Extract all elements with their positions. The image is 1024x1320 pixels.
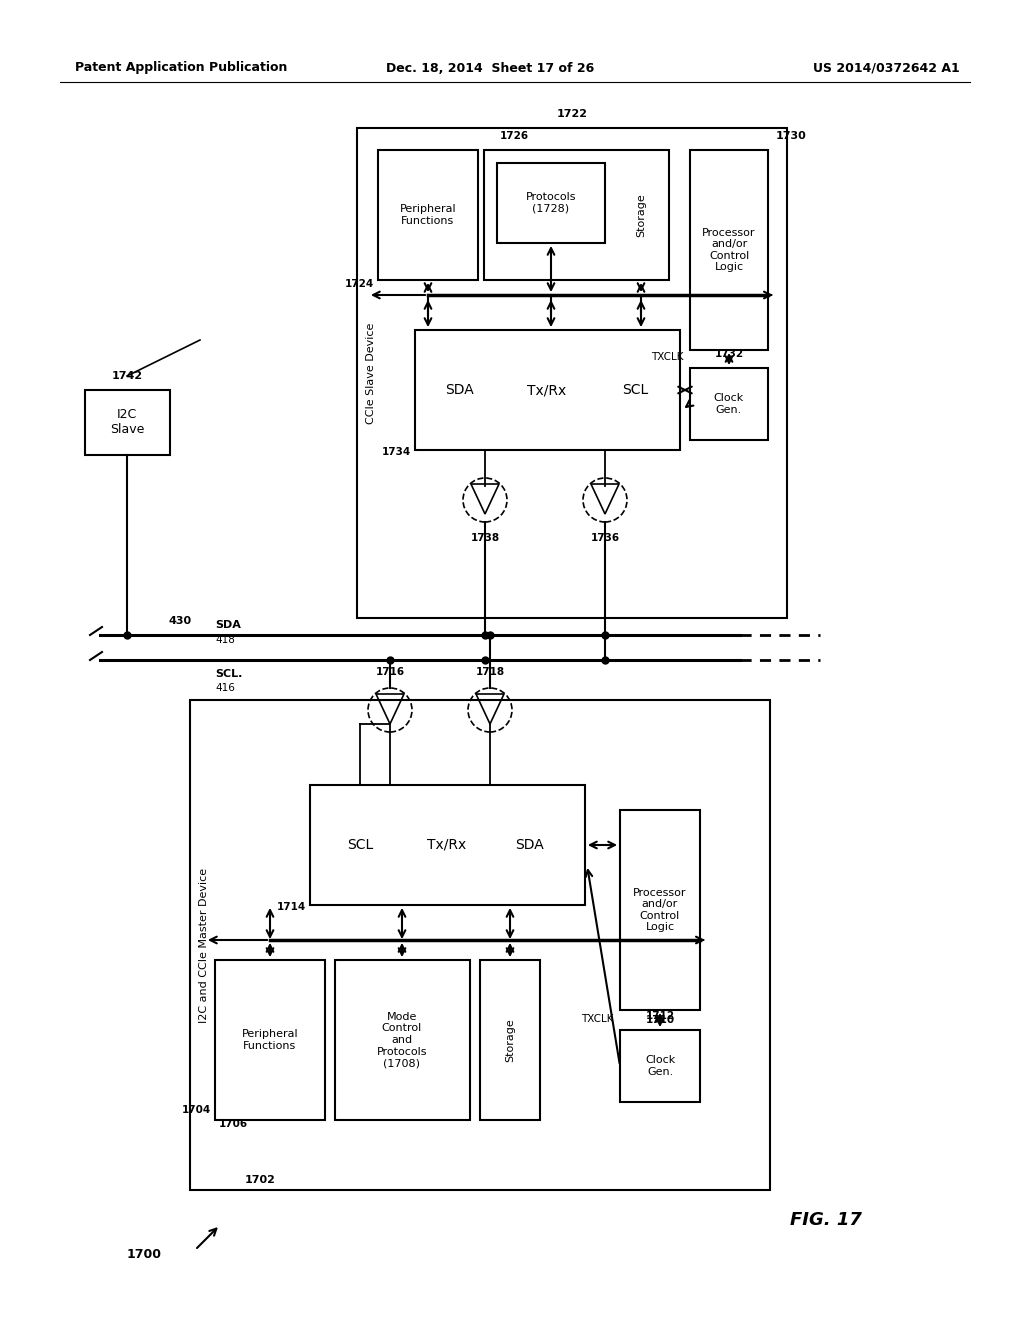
Text: 1742: 1742 <box>112 371 142 381</box>
Bar <box>690 150 768 350</box>
Text: SCL.: SCL. <box>215 669 243 678</box>
Text: 1732: 1732 <box>715 348 743 359</box>
Text: Peripheral
Functions: Peripheral Functions <box>242 1030 298 1051</box>
Text: Peripheral
Functions: Peripheral Functions <box>399 205 457 226</box>
Text: 1710: 1710 <box>645 1015 675 1026</box>
Text: 1712: 1712 <box>645 1011 675 1020</box>
Text: US 2014/0372642 A1: US 2014/0372642 A1 <box>813 62 961 74</box>
Text: Protocols
(1728): Protocols (1728) <box>525 193 577 214</box>
Text: 1722: 1722 <box>556 110 588 119</box>
Text: 1724: 1724 <box>345 279 374 289</box>
Text: 1714: 1714 <box>276 902 306 912</box>
Text: SDA: SDA <box>215 620 241 630</box>
Text: Storage: Storage <box>505 1018 515 1061</box>
Text: SDA: SDA <box>445 383 474 397</box>
Text: TXCLK: TXCLK <box>651 352 684 362</box>
Bar <box>335 960 470 1119</box>
Text: 1704: 1704 <box>181 1105 211 1115</box>
Text: SCL: SCL <box>622 383 648 397</box>
Text: SDA: SDA <box>516 838 545 851</box>
Text: I2C and CCIe Master Device: I2C and CCIe Master Device <box>199 867 209 1023</box>
Text: 416: 416 <box>215 682 234 693</box>
Bar <box>85 389 170 455</box>
Text: 1736: 1736 <box>591 533 620 543</box>
Text: 430: 430 <box>168 616 191 626</box>
Text: Dec. 18, 2014  Sheet 17 of 26: Dec. 18, 2014 Sheet 17 of 26 <box>386 62 594 74</box>
Text: TXCLK: TXCLK <box>582 1014 614 1024</box>
Text: Processor
and/or
Control
Logic: Processor and/or Control Logic <box>633 887 687 932</box>
Text: 418: 418 <box>215 635 234 645</box>
Text: Processor
and/or
Control
Logic: Processor and/or Control Logic <box>702 227 756 272</box>
Text: Patent Application Publication: Patent Application Publication <box>75 62 288 74</box>
Bar <box>190 700 770 1191</box>
Text: CCIe Slave Device: CCIe Slave Device <box>366 322 376 424</box>
Bar <box>215 960 325 1119</box>
Bar <box>310 785 585 906</box>
Bar <box>415 330 680 450</box>
Bar <box>480 960 540 1119</box>
Bar <box>378 150 478 280</box>
Text: 1716: 1716 <box>376 667 404 677</box>
Bar <box>620 1030 700 1102</box>
Text: 1700: 1700 <box>127 1249 162 1262</box>
Text: 1718: 1718 <box>475 667 505 677</box>
Text: Storage: Storage <box>636 193 646 236</box>
Text: Mode
Control
and
Protocols
(1708): Mode Control and Protocols (1708) <box>377 1012 427 1068</box>
Bar <box>357 128 787 618</box>
Text: 1726: 1726 <box>500 131 528 141</box>
Text: I2C
Slave: I2C Slave <box>110 408 144 436</box>
Bar <box>484 150 669 280</box>
Text: 1702: 1702 <box>245 1175 275 1185</box>
Text: Clock
Gen.: Clock Gen. <box>714 393 744 414</box>
Bar <box>497 162 605 243</box>
Text: 1738: 1738 <box>470 533 500 543</box>
Text: Tx/Rx: Tx/Rx <box>527 383 566 397</box>
Text: 1734: 1734 <box>382 447 411 457</box>
Text: FIG. 17: FIG. 17 <box>790 1210 862 1229</box>
Text: Clock
Gen.: Clock Gen. <box>645 1055 675 1077</box>
Bar <box>620 810 700 1010</box>
Text: 1706: 1706 <box>219 1119 248 1129</box>
Text: 1730: 1730 <box>776 131 807 141</box>
Bar <box>690 368 768 440</box>
Text: Tx/Rx: Tx/Rx <box>427 838 467 851</box>
Text: SCL: SCL <box>347 838 373 851</box>
